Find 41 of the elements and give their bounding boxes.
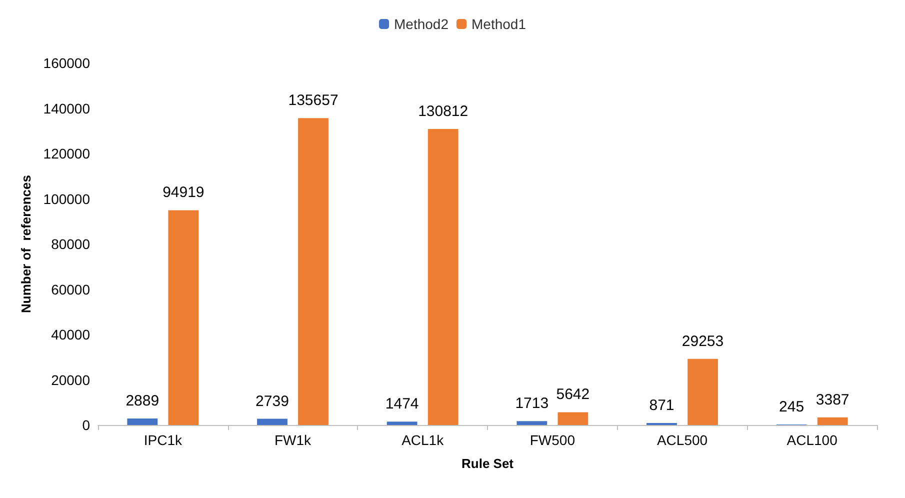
x-axis-title: Rule Set <box>461 456 514 471</box>
data-label: 94919 <box>162 184 204 202</box>
legend-label: Method2 <box>394 16 449 32</box>
y-tick-label: 0 <box>82 417 90 433</box>
bar <box>688 358 718 425</box>
x-tick-label: ACL100 <box>786 432 838 448</box>
data-label: 3387 <box>816 391 850 408</box>
data-label: 1713 <box>515 395 549 412</box>
x-tick-label: ACL1k <box>402 432 445 448</box>
data-label: 130812 <box>418 103 468 120</box>
bar <box>168 210 199 425</box>
y-tick-label: 160000 <box>43 55 90 71</box>
x-tick-label: FW500 <box>530 432 576 448</box>
y-tick-label: 60000 <box>51 281 90 298</box>
y-tick-label: 40000 <box>51 326 90 342</box>
data-label: 2889 <box>126 392 160 410</box>
bar <box>127 418 158 425</box>
data-label: 1474 <box>385 396 419 413</box>
bar <box>257 418 288 425</box>
data-label: 871 <box>649 397 674 414</box>
y-axis-title: Number of references <box>18 175 34 313</box>
data-label: 29253 <box>682 332 724 350</box>
bar <box>428 129 458 425</box>
y-tick-label: 20000 <box>51 372 90 388</box>
bar <box>558 412 588 425</box>
x-tick-label: IPC1k <box>144 432 183 448</box>
data-label: 2739 <box>256 392 289 410</box>
y-tick-label: 100000 <box>43 190 90 207</box>
x-tick-label: FW1k <box>274 432 312 448</box>
data-label: 135657 <box>288 92 338 110</box>
data-label: 5642 <box>556 386 590 404</box>
bar <box>516 421 548 425</box>
data-label: 245 <box>779 398 804 416</box>
y-tick-label: 140000 <box>43 100 90 116</box>
x-tick-label: ACL500 <box>656 432 708 448</box>
bar <box>817 417 848 425</box>
legend-label: Method1 <box>472 16 526 32</box>
y-tick-label: 80000 <box>51 236 90 252</box>
bar <box>298 118 328 425</box>
bar <box>386 422 418 425</box>
y-tick-label: 120000 <box>43 146 90 162</box>
